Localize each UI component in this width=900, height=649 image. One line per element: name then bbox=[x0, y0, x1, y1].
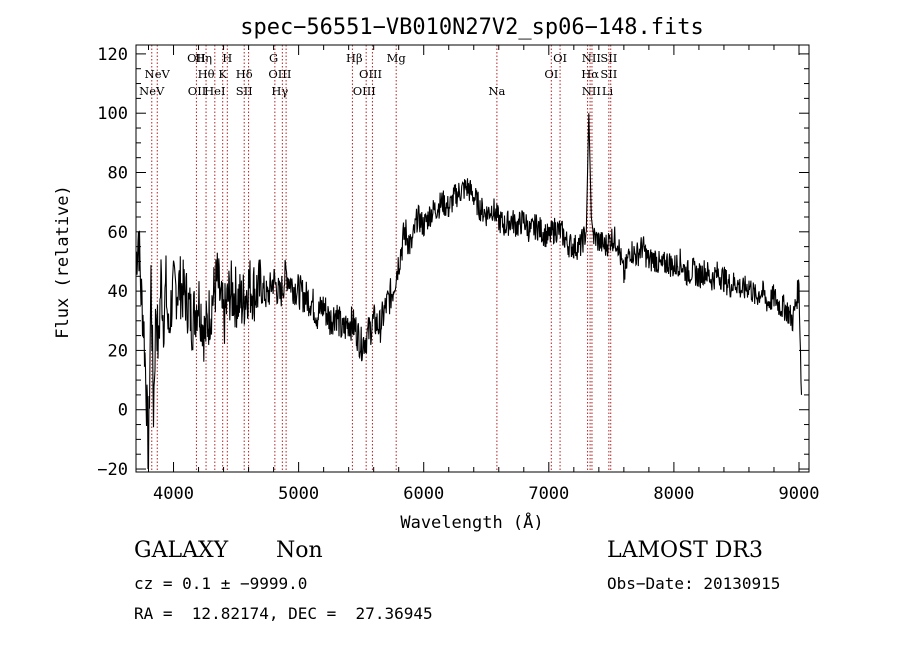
y-axis-label: Flux (relative) bbox=[53, 185, 73, 339]
y-tick-label: 20 bbox=[108, 341, 128, 361]
line-label: Mg bbox=[387, 51, 407, 65]
line-label: Hδ bbox=[236, 67, 253, 81]
obs-date-text: Obs−Date: 20130915 bbox=[607, 574, 781, 593]
object-class: GALAXY bbox=[134, 538, 229, 563]
line-label: NeV bbox=[145, 67, 171, 81]
line-label: OI bbox=[553, 51, 567, 65]
x-tick-label: 4000 bbox=[153, 484, 194, 504]
y-tick-label: 100 bbox=[97, 104, 128, 124]
line-label: NII bbox=[582, 51, 601, 65]
x-tick-label: 9000 bbox=[779, 484, 820, 504]
emission-line-labels: NeVNeVOIIOIIHηHθHeIKHHδSIIGOIIIHγHβOIIIO… bbox=[139, 51, 617, 98]
line-label: H bbox=[222, 51, 232, 65]
line-label: OIII bbox=[353, 84, 376, 98]
y-tick-label: 60 bbox=[108, 223, 128, 243]
plot-frame bbox=[135, 44, 810, 473]
line-label: Hα bbox=[581, 67, 599, 81]
line-label: OI bbox=[544, 67, 558, 81]
line-label: Hγ bbox=[271, 84, 288, 98]
survey-label: LAMOST DR3 bbox=[607, 538, 763, 563]
x-tick-label: 7000 bbox=[528, 484, 569, 504]
line-label: SII bbox=[600, 67, 617, 81]
spectrum-line bbox=[135, 113, 803, 470]
object-subclass: Non bbox=[276, 538, 323, 563]
x-tick-label: 8000 bbox=[653, 484, 694, 504]
line-label: HeI bbox=[204, 84, 225, 98]
line-label: Hη bbox=[195, 51, 212, 65]
line-label: NII bbox=[582, 84, 601, 98]
y-tick-label: 0 bbox=[118, 401, 128, 421]
line-label: NeV bbox=[139, 84, 165, 98]
line-label: OII bbox=[187, 51, 206, 65]
line-label: Li bbox=[602, 84, 614, 98]
line-label: G bbox=[269, 51, 278, 65]
line-label: Hθ bbox=[198, 67, 215, 81]
y-axis-ticks: −20 0 20 40 60 80 100 120 bbox=[97, 45, 809, 480]
x-tick-label: 6000 bbox=[403, 484, 444, 504]
y-tick-label: 120 bbox=[97, 45, 128, 65]
y-tick-label: 40 bbox=[108, 282, 128, 302]
line-label: OII bbox=[188, 84, 207, 98]
line-label: SII bbox=[236, 84, 253, 98]
chart-title: spec−56551−VB010N27V2_sp06−148.fits bbox=[240, 15, 704, 40]
line-label: OIII bbox=[359, 67, 382, 81]
y-tick-label: −20 bbox=[97, 460, 128, 480]
line-label: OIII bbox=[268, 67, 291, 81]
line-label: Na bbox=[488, 84, 505, 98]
x-axis-label: Wavelength (Å) bbox=[400, 511, 543, 533]
y-tick-label: 80 bbox=[108, 164, 128, 184]
line-label: SII bbox=[600, 51, 617, 65]
ra-dec-text: RA = 12.82174, DEC = 27.36945 bbox=[134, 604, 433, 623]
emission-line-markers bbox=[151, 45, 612, 472]
x-tick-label: 5000 bbox=[278, 484, 319, 504]
x-axis-ticks: 4000 5000 6000 7000 8000 9000 bbox=[148, 45, 820, 504]
line-label: K bbox=[218, 67, 227, 81]
line-label: Hβ bbox=[346, 51, 363, 65]
redshift-text: cz = 0.1 ± −9999.0 bbox=[134, 574, 308, 593]
